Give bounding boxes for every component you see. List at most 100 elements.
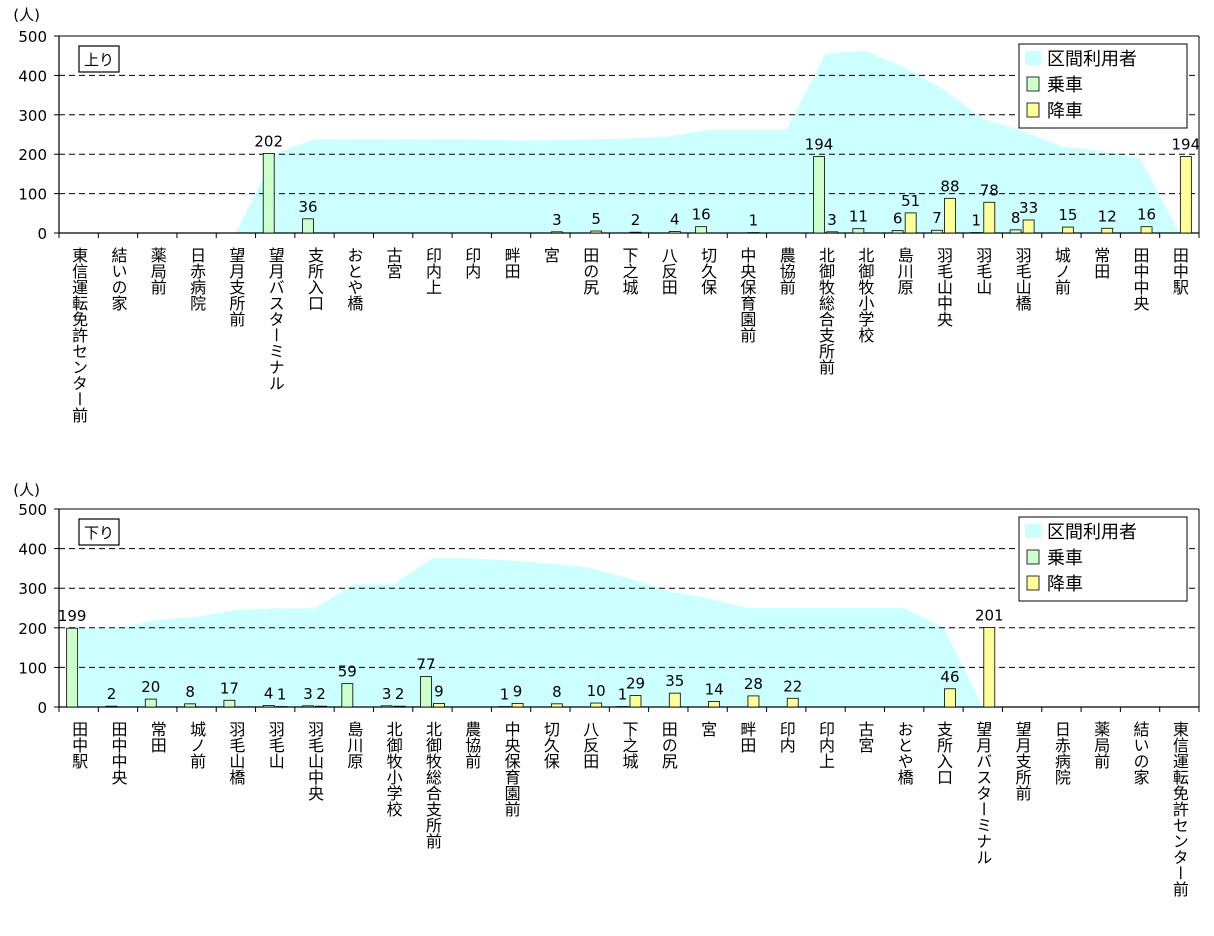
data-label: 4: [670, 210, 680, 228]
data-label: 5: [591, 210, 601, 228]
category-label: 農協前: [777, 247, 796, 296]
data-label: 88: [940, 177, 959, 195]
category-label: 下之城: [620, 247, 639, 296]
y-tick-label: 100: [18, 659, 47, 677]
category-label: 印内: [777, 721, 796, 754]
data-label: 33: [1019, 199, 1038, 217]
category-label: おとや橋: [895, 721, 914, 786]
legend-label: 乗車: [1047, 75, 1083, 96]
bar-alighting: [786, 697, 799, 708]
bar-alighting: [826, 231, 838, 234]
data-label: 20: [141, 678, 160, 696]
direction-box: [78, 518, 120, 546]
legend-swatch: [1026, 102, 1040, 118]
bar-alighting: [315, 705, 327, 708]
data-label: 11: [849, 208, 868, 226]
data-label: 3: [303, 685, 313, 703]
bar-boarding: [813, 156, 825, 234]
category-label: 畔田: [737, 721, 756, 753]
legend-label: 乗車: [1047, 548, 1083, 569]
category-label: 羽毛山中央: [305, 721, 324, 801]
bar-boarding: [852, 228, 865, 234]
data-label: 9: [434, 682, 444, 700]
category-label: 切久保: [698, 247, 717, 295]
data-label: 201: [975, 606, 1004, 624]
category-label: 印内上: [816, 721, 835, 769]
bar-boarding: [341, 683, 354, 708]
bar-alighting: [1062, 226, 1074, 234]
category-label: 田の尻: [580, 247, 599, 296]
category-label: 北御牧小学校: [855, 247, 874, 343]
bar-alighting: [629, 231, 642, 234]
data-label: 1: [972, 212, 982, 230]
category-label: 東信運転免許センター前: [69, 247, 88, 424]
category-label: 日赤病院: [1052, 721, 1071, 786]
category-label: 望月支所前: [1013, 721, 1032, 802]
category-label: 田の尻: [659, 721, 678, 770]
data-label: 51: [901, 192, 920, 210]
legend-swatch: [1026, 575, 1040, 591]
category-label: 北御牧総合支所前: [816, 247, 835, 376]
category-label: 羽毛山: [266, 721, 285, 769]
legend-swatch: [1026, 549, 1040, 565]
data-label: 10: [587, 682, 606, 700]
legend-label: 降車: [1047, 101, 1083, 122]
category-label: 結いの家: [108, 247, 127, 311]
category-label: 羽毛山中央: [934, 247, 953, 327]
category-label: 下之城: [620, 721, 639, 770]
data-label: 199: [58, 607, 87, 625]
direction-text: 下り: [84, 524, 114, 542]
legend-swatch: [1025, 51, 1041, 65]
bar-alighting: [1140, 226, 1153, 234]
bar-boarding: [302, 705, 314, 708]
data-label: 8: [185, 683, 195, 701]
category-label: 八反田: [580, 721, 599, 769]
data-label: 7: [932, 209, 942, 227]
category-label: 望月バスターミナル: [266, 247, 285, 391]
bar-boarding: [262, 153, 275, 234]
data-label: 2: [395, 685, 405, 703]
category-label: 望月支所前: [226, 247, 245, 328]
category-label: 支所入口: [305, 247, 324, 311]
bar-alighting: [944, 197, 956, 234]
data-label: 16: [692, 206, 711, 224]
unit-label: (人): [13, 481, 40, 499]
legend-swatch: [1025, 524, 1041, 538]
category-label: 城ノ前: [1052, 247, 1071, 296]
bar-alighting: [550, 231, 563, 234]
bar-boarding: [66, 627, 79, 708]
data-label: 1: [618, 686, 628, 704]
category-label: 結いの家: [1131, 721, 1150, 785]
category-label: 畔田: [502, 247, 521, 279]
data-label: 3: [552, 211, 562, 229]
data-label: 194: [1172, 136, 1201, 154]
legend-box: [1018, 43, 1188, 129]
bar-boarding: [262, 705, 275, 708]
y-tick-label: 200: [18, 146, 47, 164]
data-label: 194: [805, 136, 834, 154]
bar-alighting: [668, 692, 681, 708]
direction-label: 上り: [78, 45, 120, 73]
data-label: 17: [220, 679, 239, 697]
data-label: 4: [264, 684, 274, 702]
data-label: 78: [980, 181, 999, 199]
bar-alighting: [747, 695, 760, 708]
direction-label: 下り: [78, 518, 120, 546]
y-tick-label: 400: [18, 541, 47, 559]
data-label: 36: [298, 198, 317, 216]
category-label: 日赤病院: [187, 247, 206, 312]
data-label: 29: [626, 675, 645, 693]
category-label: 常田: [148, 721, 167, 753]
y-tick-label: 0: [37, 225, 47, 243]
bar-alighting: [983, 627, 996, 708]
bar-boarding: [891, 230, 904, 234]
legend-box: [1018, 516, 1188, 602]
category-label: 島川原: [895, 247, 914, 295]
series-area-users: [78, 558, 1180, 707]
category-label: 羽毛山橋: [1013, 247, 1032, 312]
legend-label: 区間利用者: [1047, 49, 1137, 70]
